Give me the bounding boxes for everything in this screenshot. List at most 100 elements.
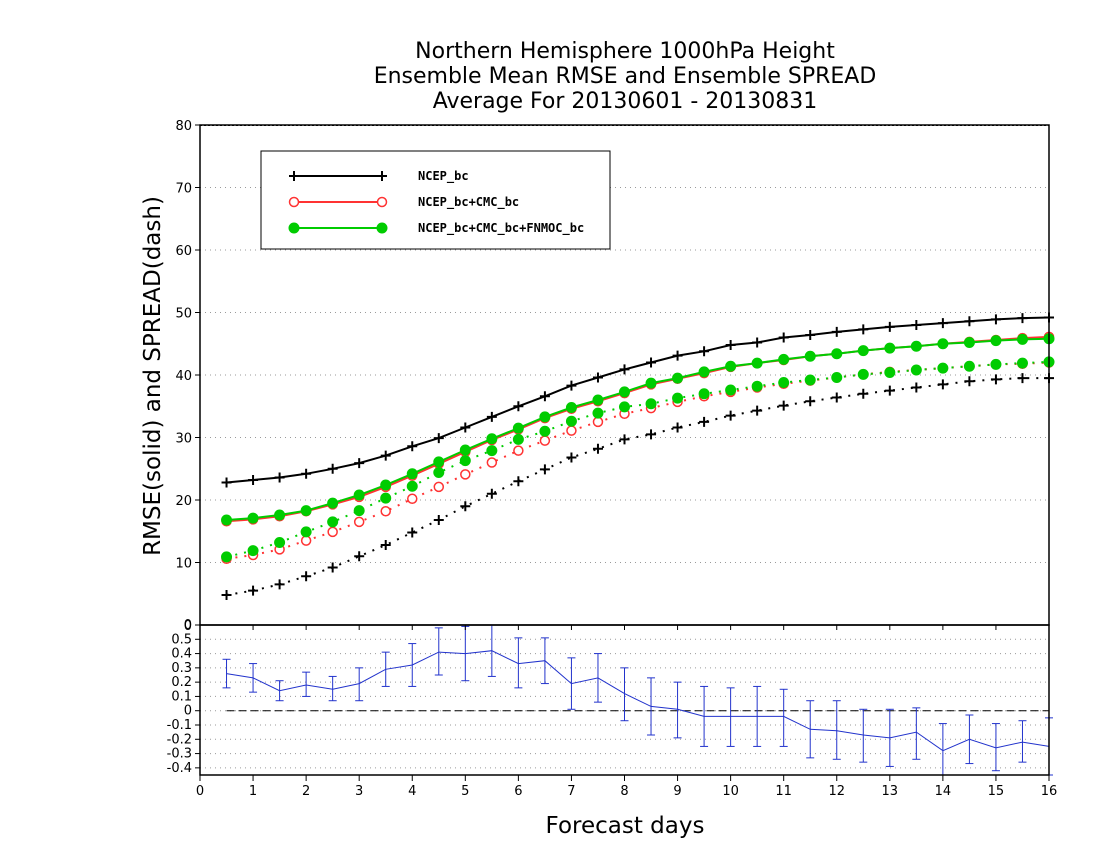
legend-item: NCEP_bc+CMC_bc [288, 195, 519, 210]
data-point-plus [884, 385, 895, 396]
data-point-dot [274, 537, 286, 548]
data-point-plus [380, 450, 391, 461]
difference-line [226, 650, 1050, 752]
data-point-plus [433, 515, 444, 525]
data-point-dot [512, 433, 524, 445]
data-point-dot [353, 505, 365, 517]
data-point-dot [327, 497, 339, 509]
series-2 [221, 333, 1055, 563]
x-tick-label: 3 [355, 784, 363, 799]
legend: NCEP_bc NCEP_bc+CMC_bc NCEP_bc+CMC_bc+FNMO… [260, 150, 611, 250]
x-tick-label: 5 [461, 784, 469, 799]
data-point-plus [274, 472, 285, 483]
data-point-dot [778, 377, 790, 388]
data-point-plus [539, 464, 550, 475]
data-point-plus [646, 429, 657, 440]
x-tick-label: 0 [196, 784, 204, 799]
error-bar [434, 627, 443, 676]
data-point-circle [380, 506, 391, 517]
data-point-plus [221, 477, 232, 488]
data-point-plus [831, 392, 842, 403]
data-point-dot [274, 509, 286, 521]
chart-title-line-3: Average For 20130601 - 20130831 [433, 89, 818, 114]
data-point-dot [486, 433, 498, 445]
data-point-plus [486, 411, 497, 422]
data-point-dot [857, 345, 869, 357]
x-tick-label: 14 [935, 784, 952, 799]
x-tick-label: 11 [775, 784, 792, 799]
data-point-plus [831, 326, 842, 337]
data-point-dot [433, 467, 445, 478]
data-point-dot [380, 479, 392, 491]
data-point-plus [805, 396, 816, 407]
data-point-plus [672, 422, 683, 433]
data-point-plus [566, 380, 577, 391]
data-point-circle [566, 425, 577, 436]
data-point-plus [805, 330, 816, 340]
data-point-plus [592, 372, 603, 383]
data-point-dot [539, 425, 551, 437]
data-point-dot [327, 516, 339, 528]
data-point-dot [486, 445, 498, 457]
data-point-dot [406, 480, 418, 492]
data-point-dot [884, 342, 896, 354]
data-point-dot [645, 377, 657, 389]
x-tick-label: 6 [514, 784, 522, 799]
x-tick-label: 7 [567, 784, 575, 799]
data-point-plus [699, 346, 710, 357]
legend-box [260, 150, 611, 250]
data-point-dot [751, 357, 763, 369]
data-point-dot [565, 402, 577, 413]
data-point-dot [857, 368, 869, 380]
diff-y-tick-label: -0.3 [167, 747, 192, 762]
data-point-plus [327, 562, 338, 573]
error-bar [991, 723, 1000, 772]
data-point-dot [910, 340, 922, 352]
data-point-dot [751, 380, 763, 392]
data-point-plus [937, 318, 948, 329]
main-plot-area: 0 10 20 30 40 50 60 70 80 [175, 119, 1055, 634]
data-point-dot [247, 545, 259, 557]
data-point-dot [288, 222, 300, 234]
data-point-dot [672, 392, 684, 404]
data-point-dot [221, 551, 233, 563]
error-bar [779, 688, 788, 747]
y-tick-label: 10 [175, 557, 192, 572]
data-point-dot [619, 401, 630, 413]
error-bar [726, 687, 735, 747]
error-bar [1018, 720, 1027, 763]
data-point-plus [407, 527, 418, 538]
series-1 [221, 331, 1055, 564]
data-point-plus [248, 585, 259, 596]
y-tick-label: 60 [175, 244, 192, 259]
data-point-dot [990, 335, 1002, 347]
diff-y-tick-label: -0.1 [167, 718, 192, 733]
data-point-dot [990, 358, 1002, 370]
data-point-plus [699, 416, 710, 427]
data-point-plus [911, 320, 922, 330]
data-point-plus [778, 400, 789, 411]
data-point-dot [459, 444, 471, 456]
data-point-plus [752, 337, 763, 348]
diff-y-tick-label: 0.5 [171, 632, 192, 647]
error-bar [302, 671, 311, 697]
series-0 [221, 312, 1054, 600]
data-point-plus [221, 590, 232, 600]
x-tick-label: 9 [673, 784, 681, 799]
chart-title-line-2: Ensemble Mean RMSE and Ensemble SPREAD [374, 64, 877, 89]
data-point-plus [752, 405, 763, 416]
x-tick-label: 16 [1041, 784, 1058, 799]
data-point-plus [672, 350, 683, 361]
data-point-dot [698, 388, 710, 400]
diff-y-tick-label: 0.4 [171, 647, 192, 662]
data-point-circle [353, 516, 365, 528]
series-rmse-line [226, 335, 1050, 523]
data-point-plus [619, 364, 630, 375]
legend-item: NCEP_bc+CMC_bc+FNMOC_bc [288, 221, 584, 236]
error-bar [328, 675, 337, 702]
x-tick-label: 12 [828, 784, 845, 799]
data-point-dot [698, 366, 710, 378]
data-point-plus [377, 171, 387, 181]
diff-y-tick-label: 0.2 [171, 675, 192, 690]
x-tick-label: 10 [722, 784, 739, 799]
